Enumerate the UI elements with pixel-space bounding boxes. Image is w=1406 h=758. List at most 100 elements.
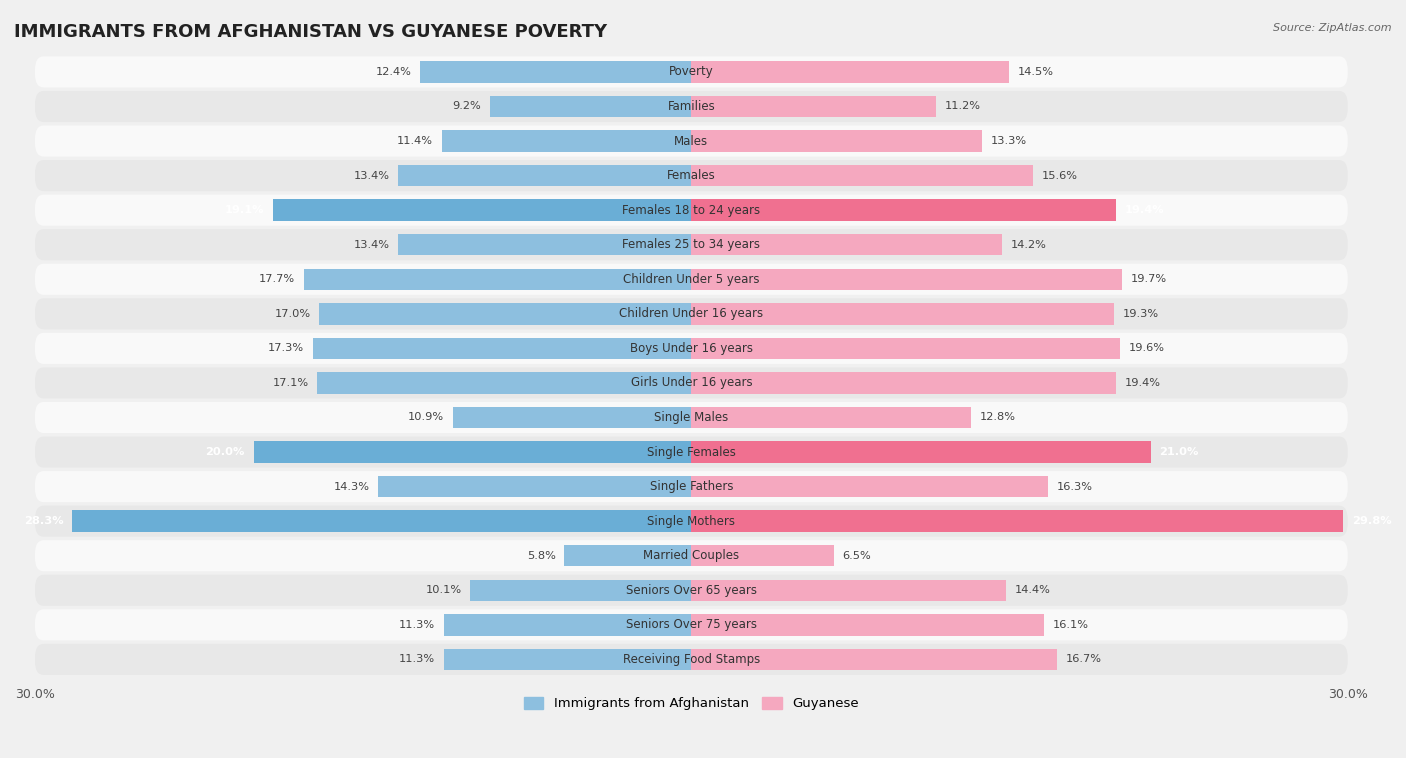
Bar	[692, 61, 1008, 83]
Text: 29.8%: 29.8%	[1353, 516, 1392, 526]
Text: 11.3%: 11.3%	[399, 654, 436, 665]
Bar	[319, 303, 692, 324]
Text: Females 18 to 24 years: Females 18 to 24 years	[623, 204, 761, 217]
Text: 21.0%: 21.0%	[1160, 447, 1199, 457]
Text: Females 25 to 34 years: Females 25 to 34 years	[623, 238, 761, 251]
Text: Married Couples: Married Couples	[644, 550, 740, 562]
Bar	[253, 441, 692, 463]
Bar	[692, 545, 834, 566]
FancyBboxPatch shape	[35, 540, 1348, 572]
Bar	[318, 372, 692, 393]
Text: 16.1%: 16.1%	[1052, 620, 1088, 630]
Bar	[491, 96, 692, 117]
Text: Single Females: Single Females	[647, 446, 735, 459]
Text: 5.8%: 5.8%	[527, 551, 555, 561]
FancyBboxPatch shape	[35, 575, 1348, 606]
FancyBboxPatch shape	[35, 195, 1348, 226]
Bar	[692, 337, 1121, 359]
FancyBboxPatch shape	[35, 229, 1348, 260]
Text: 6.5%: 6.5%	[842, 551, 872, 561]
Text: 28.3%: 28.3%	[24, 516, 63, 526]
Text: 9.2%: 9.2%	[453, 102, 481, 111]
Text: Single Fathers: Single Fathers	[650, 480, 733, 493]
Text: Seniors Over 75 years: Seniors Over 75 years	[626, 619, 756, 631]
FancyBboxPatch shape	[35, 644, 1348, 675]
Bar	[453, 407, 692, 428]
Text: 13.4%: 13.4%	[353, 240, 389, 249]
Text: 10.1%: 10.1%	[426, 585, 461, 595]
FancyBboxPatch shape	[35, 368, 1348, 399]
Text: Families: Families	[668, 100, 716, 113]
Text: Children Under 5 years: Children Under 5 years	[623, 273, 759, 286]
Text: 11.4%: 11.4%	[396, 136, 433, 146]
Text: 11.3%: 11.3%	[399, 620, 436, 630]
FancyBboxPatch shape	[35, 160, 1348, 191]
FancyBboxPatch shape	[35, 402, 1348, 433]
Text: 16.3%: 16.3%	[1057, 481, 1092, 492]
Bar	[72, 510, 692, 532]
Text: Males: Males	[675, 134, 709, 148]
Text: Single Males: Single Males	[654, 411, 728, 424]
Text: 14.3%: 14.3%	[333, 481, 370, 492]
Text: 13.4%: 13.4%	[353, 171, 389, 180]
FancyBboxPatch shape	[35, 56, 1348, 87]
Text: Seniors Over 65 years: Seniors Over 65 years	[626, 584, 756, 597]
Text: 13.3%: 13.3%	[991, 136, 1028, 146]
Bar	[441, 130, 692, 152]
Text: 19.4%: 19.4%	[1125, 205, 1164, 215]
Bar	[692, 303, 1114, 324]
Bar	[420, 61, 692, 83]
FancyBboxPatch shape	[35, 91, 1348, 122]
Bar	[692, 649, 1057, 670]
Text: 19.3%: 19.3%	[1122, 309, 1159, 319]
Text: Children Under 16 years: Children Under 16 years	[619, 307, 763, 321]
Text: 19.7%: 19.7%	[1132, 274, 1167, 284]
Text: Source: ZipAtlas.com: Source: ZipAtlas.com	[1274, 23, 1392, 33]
Text: IMMIGRANTS FROM AFGHANISTAN VS GUYANESE POVERTY: IMMIGRANTS FROM AFGHANISTAN VS GUYANESE …	[14, 23, 607, 41]
Text: 19.6%: 19.6%	[1129, 343, 1166, 353]
FancyBboxPatch shape	[35, 333, 1348, 364]
Text: Receiving Food Stamps: Receiving Food Stamps	[623, 653, 761, 666]
Bar	[398, 165, 692, 186]
Legend: Immigrants from Afghanistan, Guyanese: Immigrants from Afghanistan, Guyanese	[519, 691, 865, 716]
Bar	[304, 268, 692, 290]
Bar	[444, 649, 692, 670]
Bar	[378, 476, 692, 497]
Text: 12.4%: 12.4%	[375, 67, 412, 77]
FancyBboxPatch shape	[35, 437, 1348, 468]
Bar	[692, 476, 1047, 497]
Text: Single Mothers: Single Mothers	[647, 515, 735, 528]
Bar	[444, 614, 692, 635]
Text: 11.2%: 11.2%	[945, 102, 981, 111]
Bar	[692, 130, 983, 152]
FancyBboxPatch shape	[35, 264, 1348, 295]
Bar	[692, 441, 1152, 463]
Text: 17.1%: 17.1%	[273, 378, 308, 388]
Text: 14.5%: 14.5%	[1018, 67, 1053, 77]
Bar	[692, 96, 936, 117]
Bar	[692, 268, 1122, 290]
Bar	[471, 580, 692, 601]
Bar	[692, 199, 1116, 221]
FancyBboxPatch shape	[35, 506, 1348, 537]
Bar	[312, 337, 692, 359]
Bar	[692, 372, 1116, 393]
Text: 17.7%: 17.7%	[259, 274, 295, 284]
Text: 12.8%: 12.8%	[980, 412, 1017, 422]
Text: 17.3%: 17.3%	[269, 343, 304, 353]
Text: Poverty: Poverty	[669, 65, 714, 78]
Text: 14.4%: 14.4%	[1015, 585, 1052, 595]
Bar	[398, 234, 692, 255]
Text: 19.4%: 19.4%	[1125, 378, 1160, 388]
Text: Females: Females	[666, 169, 716, 182]
FancyBboxPatch shape	[35, 298, 1348, 330]
FancyBboxPatch shape	[35, 609, 1348, 641]
Text: 15.6%: 15.6%	[1042, 171, 1077, 180]
Text: 20.0%: 20.0%	[205, 447, 245, 457]
Bar	[692, 580, 1007, 601]
FancyBboxPatch shape	[35, 126, 1348, 157]
Text: Boys Under 16 years: Boys Under 16 years	[630, 342, 752, 355]
Bar	[692, 510, 1343, 532]
Text: Girls Under 16 years: Girls Under 16 years	[630, 377, 752, 390]
Text: 14.2%: 14.2%	[1011, 240, 1046, 249]
